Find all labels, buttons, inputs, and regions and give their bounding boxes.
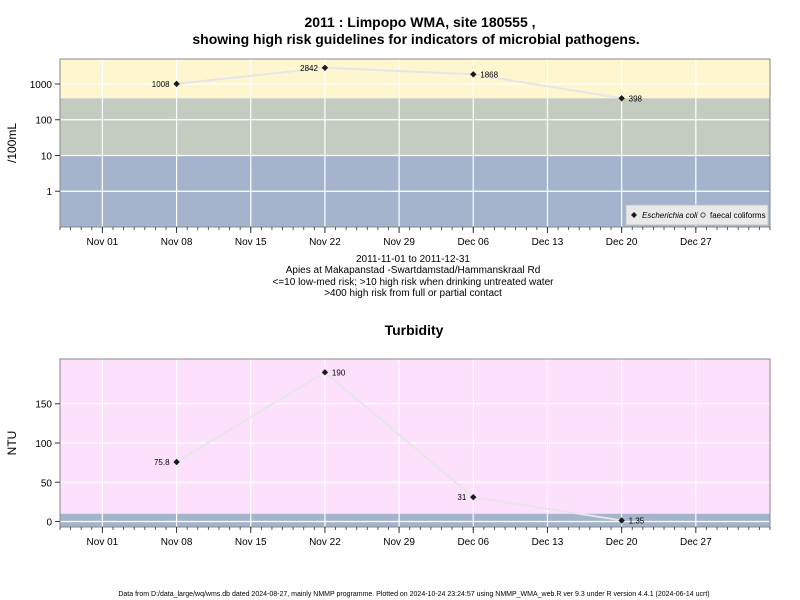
chart1-x-tick-label-3: Nov 22 [309, 237, 341, 248]
chart1-legend-label-ecoli: Escherichia coli [642, 211, 698, 220]
chart2-x-tick-label-4: Nov 29 [383, 537, 415, 548]
chart1-x-tick-label-1: Nov 08 [161, 237, 193, 248]
chart2-band-1 [60, 359, 770, 514]
chart1-note-risk-contact: >400 high risk from full or partial cont… [324, 288, 502, 299]
chart1-x-tick-label-8: Dec 27 [680, 237, 712, 248]
chart1-x-tick-label-5: Dec 06 [457, 237, 489, 248]
chart2-point-3 [618, 517, 625, 524]
chart1-y-tick-label-0: 1 [46, 187, 52, 198]
chart2-point-label-3: 1.35 [629, 516, 645, 525]
chart1-x-tick-label-7: Dec 20 [606, 237, 638, 248]
chart1-note-site: Apies at Makapanstad -Swartdamstad/Hamma… [286, 265, 541, 276]
chart1-legend-marker-faecal [700, 212, 706, 218]
chart1-band-1 [60, 98, 770, 156]
chart1-legend-box [625, 204, 769, 226]
chart1-y-tick-label-3: 1000 [30, 80, 53, 91]
chart1-point-0 [173, 80, 180, 88]
chart2-series-line-0 [176, 371, 622, 522]
chart2-point-label-1: 190 [332, 368, 346, 377]
chart1-legend-marker-ecoli [631, 212, 637, 218]
chart1-point-label-3: 398 [629, 94, 643, 103]
chart1-x-tick-label-0: Nov 01 [87, 237, 119, 248]
chart1-point-label-0: 1008 [152, 80, 170, 89]
chart2-y-axis-label: NTU [5, 431, 19, 456]
chart2-point-0 [173, 458, 180, 466]
chart1-x-tick-label-4: Nov 29 [383, 237, 415, 248]
chart1-title-line1: 2011 : Limpopo WMA, site 180555 , [304, 14, 535, 30]
chart1-point-2 [470, 71, 477, 78]
chart1-x-tick-label-6: Dec 13 [532, 237, 564, 248]
chart2-x-tick-label-1: Nov 08 [161, 537, 193, 548]
chart1-plot: Nov 01 Nov 08 Nov 15 Nov 22 Nov 29 Dec 06 Dec … [5, 58, 771, 248]
chart2-y-tick-label-0: 0 [46, 518, 52, 529]
chart1-legend-label-faecal: faecal coliforms [710, 211, 766, 220]
chart2-point-label-0: 75.8 [154, 458, 170, 467]
chart1-frame [59, 58, 771, 228]
chart2-band-0 [60, 513, 770, 527]
chart2-y-tick-label-3: 150 [35, 400, 52, 411]
chart2-x-tick-label-3: Nov 22 [309, 537, 341, 548]
chart1-title-line2: showing high risk guidelines for indicat… [192, 31, 639, 47]
chart1-x-tick-label-2: Nov 15 [235, 237, 267, 248]
chart2-title: Turbidity [385, 322, 444, 338]
footer-note: Data from D:/data_large/wq/wms.db dated … [118, 591, 709, 598]
chart1-point-label-2: 1868 [480, 70, 498, 79]
chart1-note-risk-drinking: <=10 low-med risk; >10 high risk when dr… [273, 277, 555, 288]
chart2-x-tick-label-5: Dec 06 [457, 537, 489, 548]
chart2-x-tick-label-8: Dec 27 [680, 537, 712, 548]
chart1-series-line-0 [176, 66, 622, 100]
chart2-x-tick-label-0: Nov 01 [87, 537, 119, 548]
chart1-y-tick-label-1: 10 [41, 151, 53, 162]
chart1-point-1 [321, 64, 329, 71]
chart2-point-label-2: 31 [457, 493, 466, 502]
chart1-point-label-1: 2842 [300, 64, 318, 73]
chart1-point-3 [618, 95, 625, 102]
chart1-y-tick-label-2: 100 [35, 116, 52, 127]
chart2-point-2 [470, 493, 477, 501]
chart2-y-tick-label-1: 50 [41, 478, 53, 489]
chart2-plot: Nov 01 Nov 08 Nov 15 Nov 22 Nov 29 Dec 06 Dec … [5, 358, 771, 548]
chart1-note-daterange: 2011-11-01 to 2011-12-31 [356, 254, 470, 265]
chart2-x-tick-label-6: Dec 13 [532, 537, 564, 548]
chart1-band-2 [60, 59, 770, 99]
chart1-y-axis-label: /100mL [5, 123, 19, 163]
chart2-point-1 [321, 369, 329, 376]
chart2-y-tick-label-2: 100 [35, 439, 52, 450]
chart2-x-tick-label-7: Dec 20 [606, 537, 638, 548]
chart2-x-tick-label-2: Nov 15 [235, 537, 267, 548]
